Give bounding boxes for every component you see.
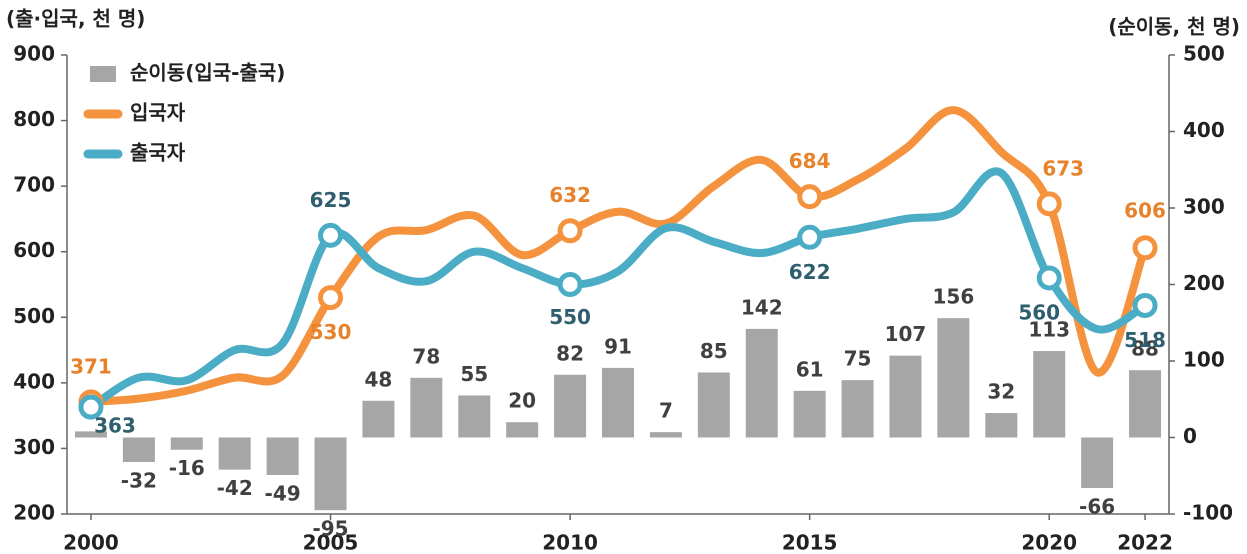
line [86, 167, 1150, 412]
bar [937, 318, 970, 438]
bar [985, 413, 1018, 438]
y-axis-title: (출·입국, 천 명) [6, 7, 145, 31]
bar-label: 91 [604, 334, 632, 358]
point-label: 684 [789, 149, 831, 173]
point-marker [797, 184, 823, 210]
bar [602, 367, 634, 438]
x-tick-label: 2022 [1117, 531, 1173, 554]
y2-tick-label: 200 [1183, 271, 1225, 295]
x-tick-label: 2005 [303, 531, 359, 554]
y2-tick-label: 100 [1183, 348, 1225, 372]
point-label: 625 [310, 188, 352, 212]
point-label: 530 [310, 320, 352, 344]
y-tick-label: 300 [13, 435, 55, 459]
y2-tick-label: -100 [1183, 501, 1233, 525]
bar [314, 437, 347, 511]
bar-label: 48 [365, 367, 393, 391]
point-label: 632 [549, 183, 591, 207]
legend-label: 입국자 [130, 101, 186, 125]
point-marker [1132, 235, 1158, 261]
bar [362, 400, 395, 438]
bar-label: 61 [796, 357, 824, 381]
point-marker [1132, 292, 1158, 318]
line [86, 106, 1150, 406]
bar [793, 390, 826, 438]
bar-label: 88 [1131, 337, 1159, 361]
bar-label: 156 [933, 285, 975, 309]
bar [266, 437, 299, 475]
bar-label: 55 [460, 362, 488, 386]
point-label: 673 [1042, 156, 1084, 180]
point-marker [557, 272, 583, 297]
bar [889, 355, 922, 438]
y-tick-label: 400 [13, 369, 55, 393]
bar-label: 75 [844, 347, 872, 371]
point-label: 560 [1018, 300, 1060, 324]
legend-swatch [90, 66, 116, 82]
bar [841, 380, 874, 438]
point-label: 622 [789, 260, 831, 284]
legend-label: 출국자 [130, 141, 186, 165]
bar [1033, 351, 1066, 438]
bar [506, 422, 539, 438]
y-tick-label: 200 [13, 501, 55, 525]
bar [74, 431, 107, 438]
point-marker [318, 285, 344, 311]
y-tick-label: 900 [13, 42, 55, 66]
bar-label: -16 [169, 456, 205, 480]
y2-tick-label: 300 [1183, 195, 1225, 219]
point-marker [1036, 265, 1062, 291]
point-label: 606 [1124, 198, 1166, 222]
bar-label: 7 [659, 399, 673, 423]
bar-label: 107 [885, 322, 927, 346]
y-tick-label: 600 [13, 238, 55, 262]
bar [170, 437, 203, 450]
bar-label: -49 [265, 481, 301, 505]
y-tick-label: 700 [13, 173, 55, 197]
bar [218, 437, 251, 470]
point-label: 518 [1124, 328, 1166, 352]
point-marker [78, 394, 104, 420]
point-label: 371 [70, 354, 112, 378]
x-tick-label: 2020 [1021, 531, 1077, 554]
point-label: 550 [549, 305, 591, 329]
x-tick-label: 2015 [782, 531, 838, 554]
bar-label: 113 [1028, 318, 1070, 342]
y2-tick-label: 0 [1183, 424, 1197, 448]
bar-label: 78 [412, 344, 440, 368]
y2-axis-title: (순이동, 천 명) [1108, 15, 1240, 39]
bar-label: -95 [312, 517, 348, 541]
bar-label: 142 [741, 295, 783, 319]
point-marker [318, 222, 344, 248]
x-tick-label: 2000 [63, 531, 119, 554]
bar [1129, 370, 1162, 438]
y2-tick-label: 500 [1183, 42, 1225, 66]
bar [458, 395, 491, 438]
bar [554, 374, 587, 438]
x-tick-label: 2010 [542, 531, 598, 554]
bar-label: -32 [121, 468, 157, 492]
bar-label: 85 [700, 339, 728, 363]
y-tick-label: 500 [13, 304, 55, 328]
bar [745, 328, 778, 438]
bar-label: -42 [217, 476, 253, 500]
bar [697, 372, 730, 438]
bar [122, 437, 155, 462]
legend-label: 순이동(입국-출국) [130, 61, 285, 85]
bar-label: 32 [987, 380, 1015, 404]
bar [649, 432, 682, 438]
point-marker [557, 218, 583, 244]
point-marker [797, 224, 823, 250]
y-tick-label: 800 [13, 107, 55, 131]
bar-label: 82 [556, 341, 584, 365]
y2-tick-label: 400 [1183, 118, 1225, 142]
point-marker [1036, 191, 1062, 217]
bar-label: 20 [508, 389, 536, 413]
bar [1081, 437, 1114, 488]
bar-label: -66 [1079, 494, 1115, 518]
point-label: 363 [94, 414, 136, 438]
bar [410, 377, 443, 438]
